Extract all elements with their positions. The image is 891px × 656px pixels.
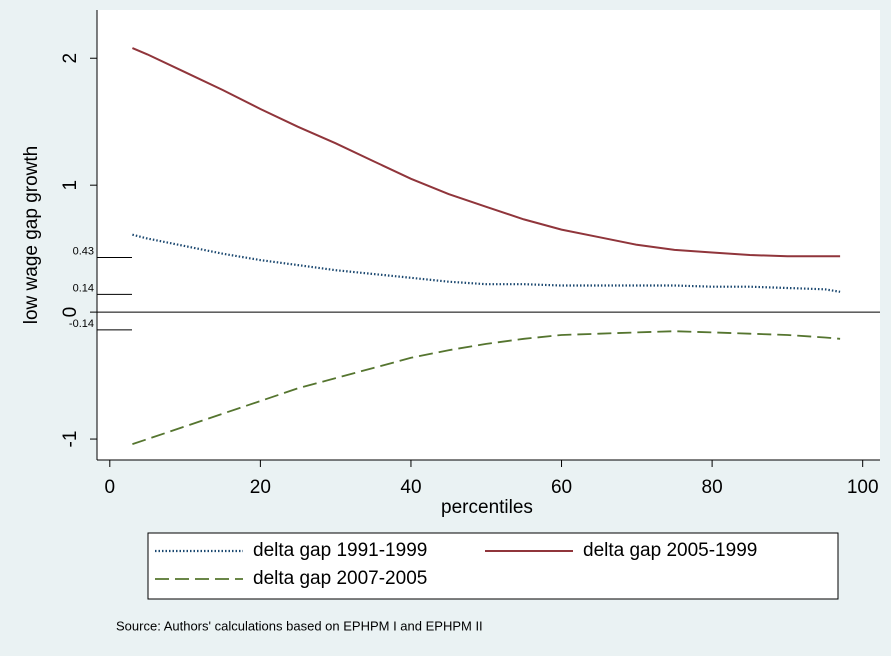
plot-area: [97, 10, 880, 460]
x-tick-label: 20: [250, 477, 271, 498]
y-tick-label: 0: [60, 307, 81, 318]
y-tick-label: -1: [60, 431, 81, 448]
source-note: Source: Authors' calculations based on E…: [116, 618, 483, 633]
series-line: [132, 330, 841, 445]
y-axis-label: low wage gap growth: [21, 146, 42, 325]
reference-tick-label: 0.14: [73, 282, 94, 294]
legend-label: delta gap 2007-2005: [253, 568, 427, 589]
reference-tick-label: 0.43: [73, 245, 94, 257]
legend-label: delta gap 2005-1999: [583, 540, 757, 561]
x-tick-label: 60: [551, 477, 572, 498]
x-tick-label: 0: [105, 477, 116, 498]
x-tick-label: 40: [400, 477, 421, 498]
legend-label: delta gap 1991-1999: [253, 540, 427, 561]
x-tick-label: 80: [702, 477, 723, 498]
legend: [147, 532, 839, 600]
y-tick-label: 2: [60, 53, 81, 64]
x-tick-label: 100: [847, 477, 879, 498]
x-axis-label: percentiles: [441, 497, 533, 518]
series-line: [132, 47, 841, 258]
y-tick-label: 1: [60, 180, 81, 191]
reference-tick-label: -0.14: [69, 318, 94, 330]
series-line: [132, 233, 841, 293]
